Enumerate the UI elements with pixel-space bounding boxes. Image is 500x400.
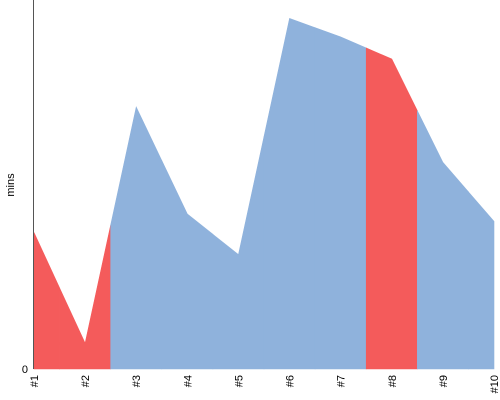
x-tick-label: #3 [131,375,143,387]
area-segment [212,136,265,370]
x-tick-label: #4 [182,375,194,387]
area-segment [417,110,469,370]
area-segment [110,106,163,370]
x-tick-label: #9 [438,375,450,387]
x-tick-label: #1 [29,375,41,387]
area-segment [365,47,418,370]
area-segment [161,160,214,370]
area-segment [33,232,60,370]
area-segment [59,225,111,370]
y-axis-label: mins [5,173,17,197]
x-tick-label: #5 [233,375,245,387]
y-tick-label: 0 [22,364,28,376]
x-tick-label: #6 [285,375,297,387]
x-tick-label: #7 [336,375,348,387]
x-tick-label: #10 [489,375,500,393]
area-segment [314,27,367,370]
x-tick-label: #8 [387,375,399,387]
area-segment [468,191,495,370]
x-tick-label: #2 [80,375,92,387]
area-segment [263,18,316,370]
